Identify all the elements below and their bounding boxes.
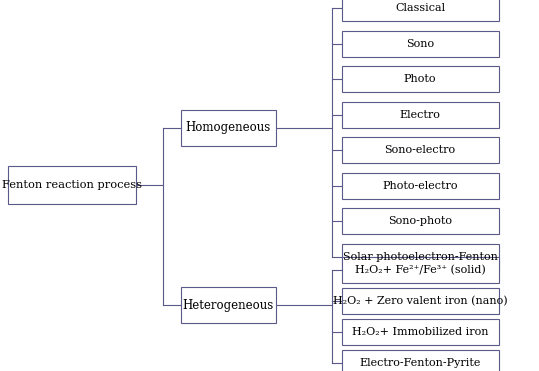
Text: H₂O₂+ Fe²⁺/Fe³⁺ (solid): H₂O₂+ Fe²⁺/Fe³⁺ (solid) xyxy=(355,265,486,275)
Text: Sono-photo: Sono-photo xyxy=(388,216,452,226)
Text: Solar photoelectron-Fenton: Solar photoelectron-Fenton xyxy=(343,252,497,262)
FancyBboxPatch shape xyxy=(342,209,499,234)
FancyBboxPatch shape xyxy=(342,244,499,270)
FancyBboxPatch shape xyxy=(342,102,499,128)
Text: Homogeneous: Homogeneous xyxy=(185,121,271,135)
Text: Photo-electro: Photo-electro xyxy=(382,181,458,191)
FancyBboxPatch shape xyxy=(342,66,499,92)
FancyBboxPatch shape xyxy=(181,110,275,146)
Text: H₂O₂+ Immobilized iron: H₂O₂+ Immobilized iron xyxy=(352,327,488,337)
FancyBboxPatch shape xyxy=(342,257,499,283)
Text: Sono-electro: Sono-electro xyxy=(384,145,455,155)
FancyBboxPatch shape xyxy=(342,30,499,56)
Text: Sono: Sono xyxy=(406,39,434,49)
Text: Heterogeneous: Heterogeneous xyxy=(182,299,274,312)
FancyBboxPatch shape xyxy=(342,288,499,314)
FancyBboxPatch shape xyxy=(342,137,499,163)
FancyBboxPatch shape xyxy=(342,173,499,199)
Text: Fenton reaction process: Fenton reaction process xyxy=(2,180,142,190)
FancyBboxPatch shape xyxy=(8,166,136,204)
FancyBboxPatch shape xyxy=(181,287,275,323)
Text: Electro: Electro xyxy=(399,110,440,120)
Text: Electro-Fenton-Pyrite: Electro-Fenton-Pyrite xyxy=(360,358,481,368)
Text: H₂O₂ + Zero valent iron (nano): H₂O₂ + Zero valent iron (nano) xyxy=(333,296,507,306)
Text: Classical: Classical xyxy=(395,3,445,13)
FancyBboxPatch shape xyxy=(342,0,499,21)
FancyBboxPatch shape xyxy=(342,319,499,345)
Text: Photo: Photo xyxy=(404,74,436,84)
FancyBboxPatch shape xyxy=(342,350,499,371)
